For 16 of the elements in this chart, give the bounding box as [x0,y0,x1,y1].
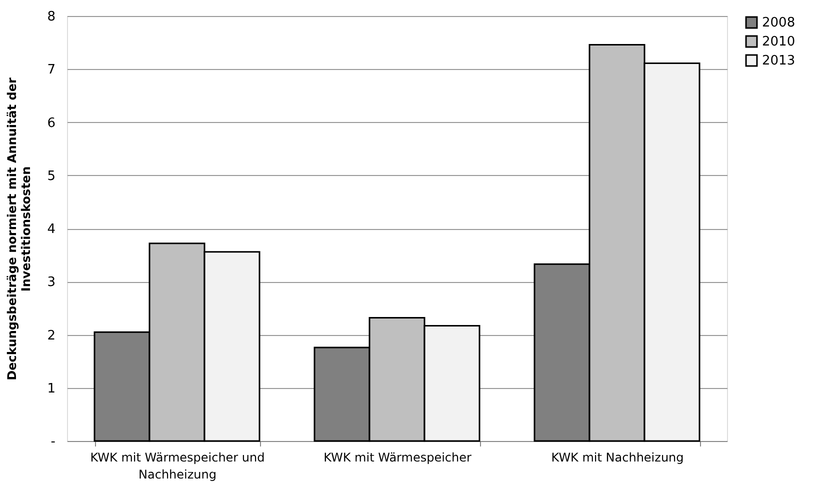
y-axis-title: Deckungsbeiträge normiert mit Annuität der Investitionskosten [5,78,34,380]
legend-label: 2013 [762,54,796,68]
x-tick-label: KWK mit Nachheizung [551,450,684,464]
legend-label: 2008 [762,16,796,30]
y-tick-label: 3 [47,275,56,290]
y-tick-label: 7 [47,62,56,78]
y-tick-label: 6 [47,116,56,131]
y-tick-label: - [50,434,56,450]
y-tick-label: 8 [47,10,56,24]
y-tick-label: 4 [47,222,56,237]
y-tick-label: 5 [47,168,56,184]
x-tick-label: KWK mit Wärmespeicher und Nachheizung [90,450,265,482]
y-tick-label: 1 [47,381,56,396]
legend-label: 2010 [762,34,796,50]
y-tick-label: 2 [47,328,56,344]
x-tick-label: KWK mit Wärmespeicher [324,450,472,464]
